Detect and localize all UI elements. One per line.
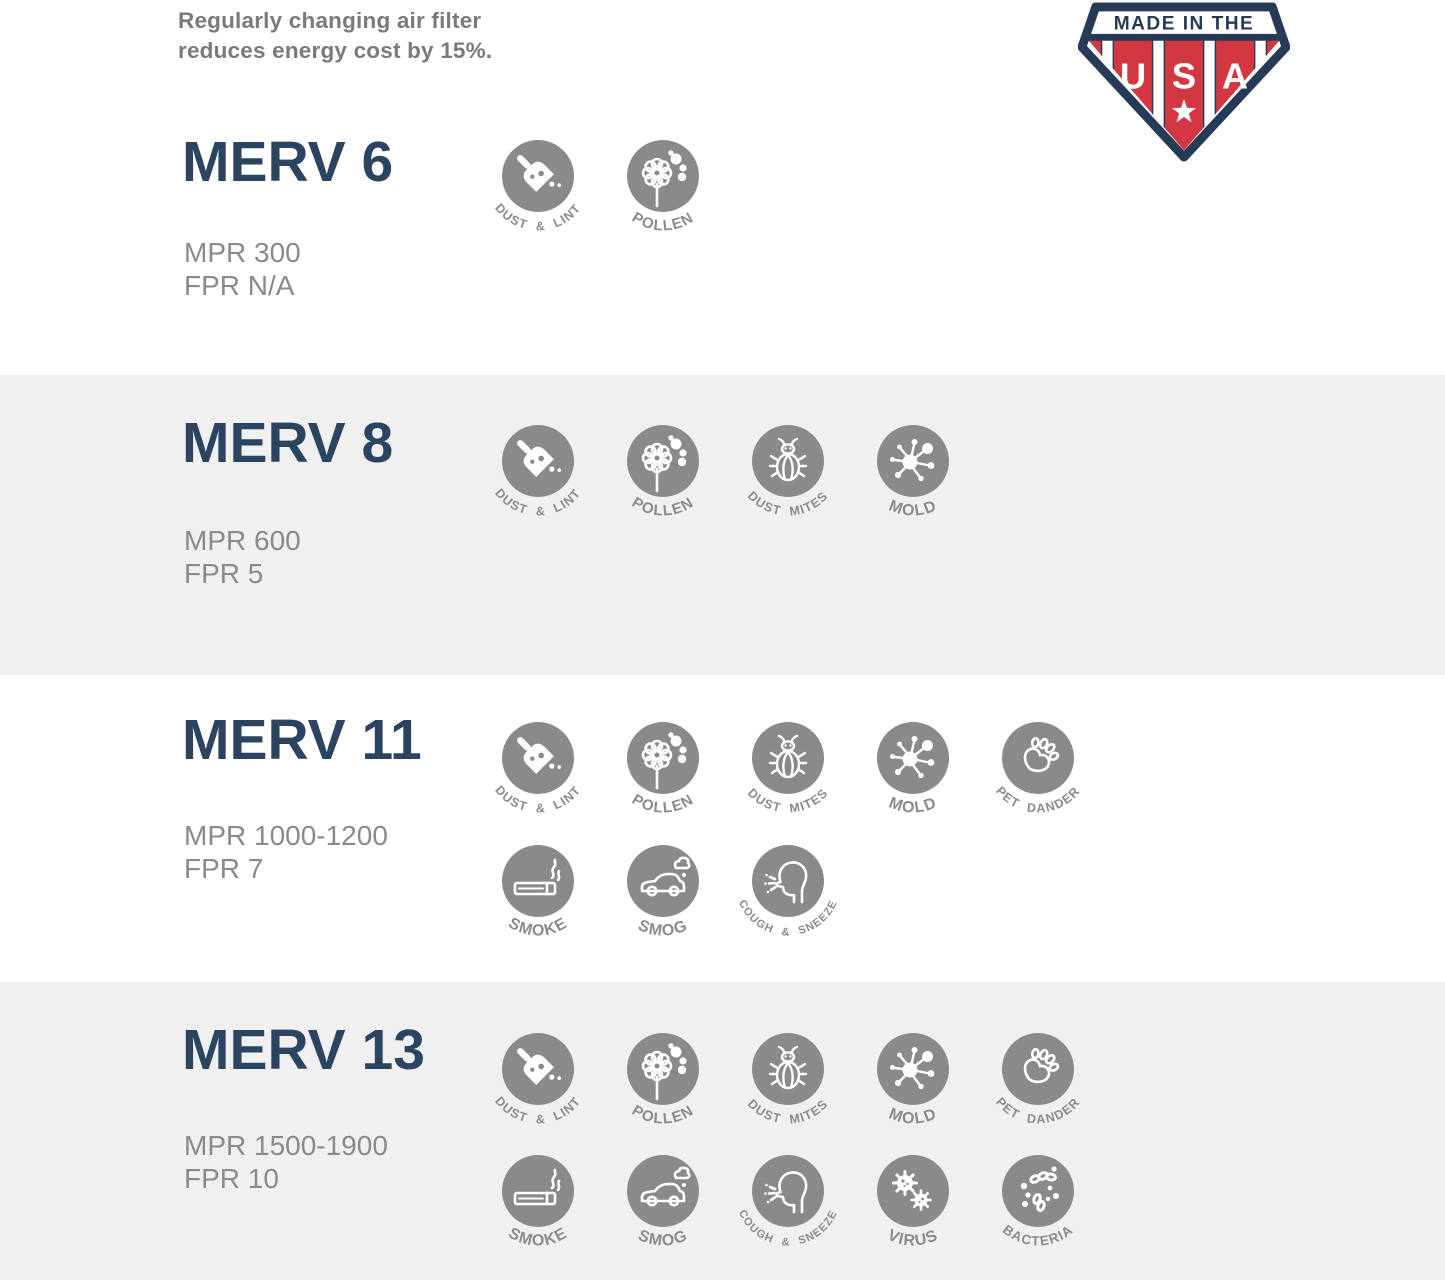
svg-text:VIRUS: VIRUS xyxy=(885,1227,941,1250)
badge-letter-s: S xyxy=(1172,55,1196,96)
energy-cost-note: Regularly changing air filter reduces en… xyxy=(178,6,492,66)
dust-mites-icon: DUST MITES xyxy=(745,1033,830,1127)
pollutant-icon-row: DUST & LINT POLLEN xyxy=(476,136,725,240)
smoke-icon: SMOKE xyxy=(502,845,574,940)
merv-ratings: MPR 1000-1200 FPR 7 xyxy=(184,819,388,885)
cough-sneeze-icon: COUGH & SNEEZE xyxy=(736,1155,839,1249)
pet-dander-icon: PET DANDER xyxy=(993,722,1082,816)
mpr-value: MPR 300 xyxy=(184,237,301,268)
dust-lint-icon: DUST & LINT xyxy=(492,140,583,234)
pet-dander-icon: PET DANDER xyxy=(993,1033,1082,1127)
made-in-usa-badge: MADE IN THE U S A xyxy=(1078,2,1290,162)
fpr-value: FPR 7 xyxy=(184,853,264,884)
smog-icon: SMOG xyxy=(627,1155,699,1250)
mpr-value: MPR 1000-1200 xyxy=(184,820,388,851)
svg-text:MOLD: MOLD xyxy=(886,1105,939,1127)
badge-letter-a: A xyxy=(1222,55,1248,96)
fpr-value: FPR 5 xyxy=(184,558,264,589)
note-line-1: Regularly changing air filter xyxy=(178,8,482,33)
svg-text:POLLEN: POLLEN xyxy=(629,1102,697,1128)
pollutant-icon-row: DUST & LINT POLLEN DUST MITES MOLD PET DANDE… xyxy=(476,1029,1100,1133)
pollutant-icon-row: DUST & LINT POLLEN DUST MITES MOLD PET DANDE… xyxy=(476,718,1100,822)
pollen-icon: POLLEN xyxy=(627,1033,699,1128)
svg-text:MOLD: MOLD xyxy=(886,497,939,519)
virus-icon: VIRUS xyxy=(877,1155,949,1250)
dust-mites-icon: DUST MITES xyxy=(745,425,830,519)
mpr-value: MPR 1500-1900 xyxy=(184,1130,388,1161)
badge-letter-u: U xyxy=(1120,55,1146,96)
pollutant-icon-row: SMOKE SMOG COUGH & SNEEZE VIRUS BACTERIA xyxy=(476,1151,1100,1255)
pollen-icon: POLLEN xyxy=(627,140,699,235)
merv-title: MERV 6 xyxy=(182,130,394,194)
dust-lint-icon: DUST & LINT xyxy=(492,722,583,816)
merv-title: MERV 13 xyxy=(182,1018,425,1082)
mpr-value: MPR 600 xyxy=(184,525,301,556)
fpr-value: FPR 10 xyxy=(184,1163,279,1194)
badge-star-icon xyxy=(1171,99,1197,123)
bacteria-icon: BACTERIA xyxy=(1000,1155,1075,1249)
badge-top-text: MADE IN THE xyxy=(1114,14,1255,35)
svg-text:POLLEN: POLLEN xyxy=(629,791,697,817)
dust-lint-icon: DUST & LINT xyxy=(492,425,583,519)
pollutant-icon-row: SMOKE SMOG COUGH & SNEEZE xyxy=(476,841,850,945)
merv-ratings: MPR 1500-1900 FPR 10 xyxy=(184,1129,388,1195)
cough-sneeze-icon: COUGH & SNEEZE xyxy=(736,845,839,939)
pollen-icon: POLLEN xyxy=(627,425,699,520)
mold-icon: MOLD xyxy=(877,1033,949,1128)
mold-icon: MOLD xyxy=(877,425,949,520)
svg-text:SMOKE: SMOKE xyxy=(506,915,571,940)
svg-text:POLLEN: POLLEN xyxy=(629,209,697,235)
svg-text:POLLEN: POLLEN xyxy=(629,494,697,520)
svg-text:SMOG: SMOG xyxy=(636,917,691,940)
merv-ratings: MPR 600 FPR 5 xyxy=(184,524,301,590)
dust-lint-icon: DUST & LINT xyxy=(492,1033,583,1127)
merv-ratings: MPR 300 FPR N/A xyxy=(184,236,301,302)
merv-13-section-background xyxy=(0,982,1445,1280)
merv-title: MERV 8 xyxy=(182,411,394,475)
merv-8-section-background xyxy=(0,375,1445,675)
mold-icon: MOLD xyxy=(877,722,949,817)
note-line-2: reduces energy cost by 15%. xyxy=(178,38,493,63)
svg-text:SMOKE: SMOKE xyxy=(506,1225,571,1250)
dust-mites-icon: DUST MITES xyxy=(745,722,830,816)
svg-text:SMOG: SMOG xyxy=(636,1227,691,1250)
smoke-icon: SMOKE xyxy=(502,1155,574,1250)
pollutant-icon-row: DUST & LINT POLLEN DUST MITES MOLD xyxy=(476,421,975,525)
svg-text:MOLD: MOLD xyxy=(886,794,939,816)
pollen-icon: POLLEN xyxy=(627,722,699,817)
merv-title: MERV 11 xyxy=(182,708,422,772)
smog-icon: SMOG xyxy=(627,845,699,940)
fpr-value: FPR N/A xyxy=(184,270,295,301)
